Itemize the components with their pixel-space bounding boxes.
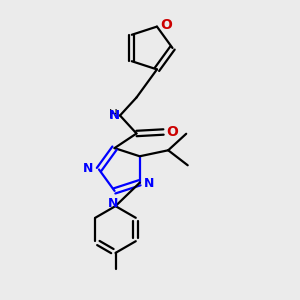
Text: H: H (109, 108, 118, 122)
Text: N: N (109, 109, 120, 122)
Text: N: N (108, 197, 118, 210)
Text: O: O (167, 125, 178, 139)
Text: O: O (160, 18, 172, 32)
Text: N: N (144, 177, 154, 190)
Text: N: N (83, 162, 94, 176)
